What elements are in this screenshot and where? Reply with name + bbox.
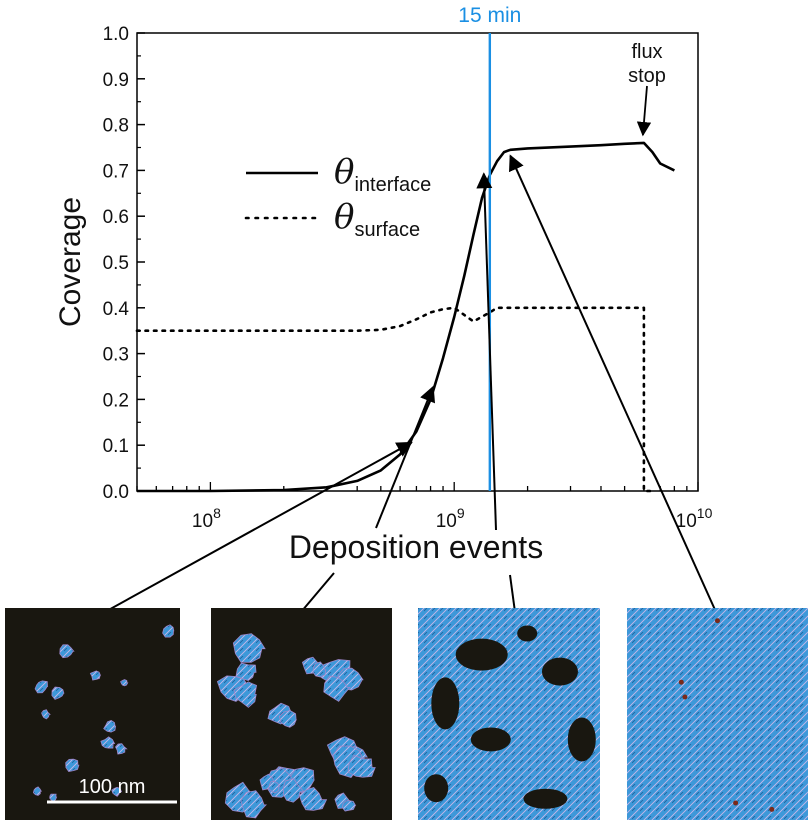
snapshot-panel: 100 nm xyxy=(5,608,180,820)
cluster xyxy=(347,754,376,778)
plot-frame xyxy=(136,32,699,492)
cluster xyxy=(32,786,43,796)
x-tick-label: 108 xyxy=(192,505,221,532)
series-layer xyxy=(135,141,675,493)
defect-spot xyxy=(769,806,775,812)
cluster xyxy=(278,710,297,728)
deposition-arrow xyxy=(84,441,413,624)
defect-spot xyxy=(733,800,739,806)
cluster xyxy=(240,790,268,819)
cluster xyxy=(34,680,48,694)
x-tick-label: 109 xyxy=(436,505,465,532)
cluster xyxy=(115,743,128,755)
cluster xyxy=(162,624,175,638)
cluster xyxy=(233,681,258,708)
y-axis-title: Coverage xyxy=(54,197,87,327)
uncovered-region xyxy=(431,677,460,730)
cluster-film xyxy=(627,608,808,820)
snapshot-panel xyxy=(211,608,392,820)
cluster xyxy=(41,709,51,720)
uncovered-region xyxy=(567,717,596,762)
uncovered-region xyxy=(517,625,538,642)
x-tick-label: 1010 xyxy=(676,505,713,532)
cluster xyxy=(341,800,357,812)
deposition-events-label: Deposition events xyxy=(289,529,543,565)
y-tick-label: 0.5 xyxy=(103,253,129,274)
y-tick-label: 0.2 xyxy=(103,390,129,411)
cluster xyxy=(111,786,123,797)
y-tick-label: 0.9 xyxy=(103,70,129,91)
y-tick-label: 0.7 xyxy=(103,161,129,182)
cluster xyxy=(298,787,328,811)
uncovered-region xyxy=(541,657,578,686)
deposition-arrow xyxy=(509,154,717,613)
legend-label-interface: θinterface xyxy=(334,152,431,196)
cluster xyxy=(89,670,102,681)
flux-stop-label: flux xyxy=(631,41,662,63)
y-tick-label: 0.8 xyxy=(103,116,129,137)
legend-label-surface: θsurface xyxy=(334,197,420,241)
x-axis: 108 109 1010 xyxy=(136,482,713,532)
uncovered-region xyxy=(455,638,508,671)
flux-stop-arrow xyxy=(636,85,652,137)
snapshot-background xyxy=(5,608,180,820)
uncovered-region xyxy=(424,774,449,803)
y-tick-label: 0.6 xyxy=(103,207,129,228)
y-axis: 0.0 0.1 0.2 0.3 0.4 0.5 0.6 0.7 0.8 0.9 1.0 xyxy=(103,24,145,503)
y-tick-label: 0.0 xyxy=(103,482,129,503)
series-line-interface xyxy=(137,141,675,493)
cluster xyxy=(120,679,129,687)
defect-spot xyxy=(678,679,684,685)
snapshot-panel xyxy=(418,608,600,820)
marker-label: 15 min xyxy=(458,4,521,27)
cluster xyxy=(51,686,65,700)
cluster xyxy=(268,781,281,794)
snapshot-panels: 100 nm xyxy=(5,608,808,820)
scale-bar-label: 100 nm xyxy=(79,776,146,798)
cluster xyxy=(282,778,305,803)
cluster xyxy=(65,758,80,772)
snapshot-panel xyxy=(627,608,808,820)
defect-spot xyxy=(715,618,720,624)
y-tick-label: 1.0 xyxy=(103,24,129,45)
cluster xyxy=(100,736,116,749)
plot-area: 0.0 0.1 0.2 0.3 0.4 0.5 0.6 0.7 0.8 0.9 1.0 108 109… xyxy=(54,4,713,532)
deposition-arrow xyxy=(476,172,497,531)
y-tick-label: 0.1 xyxy=(103,436,129,457)
cluster xyxy=(323,675,351,702)
cluster xyxy=(103,719,117,733)
uncovered-region xyxy=(470,727,511,752)
deposition-arrow xyxy=(375,385,436,529)
time-marker: 15 min xyxy=(458,4,521,491)
deposition-arrow-segment xyxy=(509,574,516,613)
cluster xyxy=(312,661,327,678)
uncovered-region xyxy=(523,788,568,809)
series-line-surface xyxy=(135,306,654,493)
y-tick-label: 0.3 xyxy=(103,345,129,366)
cluster xyxy=(235,662,257,681)
flux-stop-label: stop xyxy=(628,65,666,87)
y-tick-label: 0.4 xyxy=(103,299,130,320)
cluster xyxy=(59,644,75,659)
defect-spot xyxy=(682,694,688,700)
cluster xyxy=(232,633,266,663)
